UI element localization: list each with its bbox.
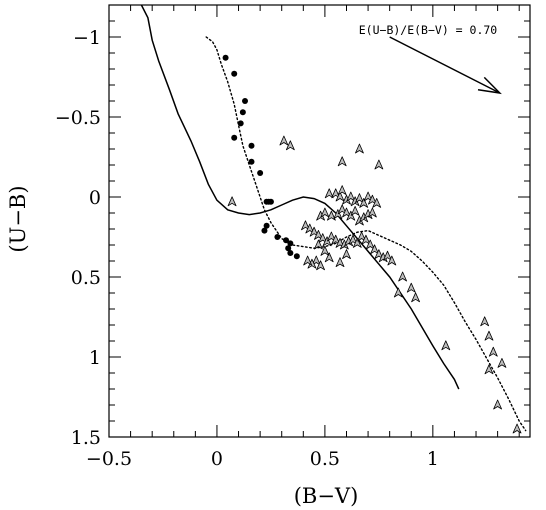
y-tick-label: 0.5 [71, 267, 101, 289]
x-tick-label: 0.5 [310, 448, 340, 470]
data-point-triangle [441, 340, 451, 351]
data-point-circle [285, 245, 292, 252]
data-point-triangle [355, 215, 364, 226]
data-point-triangle [346, 210, 356, 221]
data-point-triangle [337, 185, 347, 195]
data-point-circle [263, 222, 270, 229]
data-point-triangle [488, 346, 498, 357]
data-series [140, 4, 527, 434]
data-point-triangle [279, 135, 289, 146]
y-tick-label: 0 [89, 187, 101, 209]
plot-frame [108, 4, 531, 438]
data-point-circle [239, 109, 246, 116]
data-point-triangle [374, 159, 384, 170]
data-point-triangle [333, 209, 343, 219]
y-tick-label: −1 [73, 27, 101, 49]
data-point-triangle [359, 198, 369, 208]
data-point-triangle [411, 292, 420, 303]
dotted-sequence-line [205, 36, 527, 432]
data-point-triangle [337, 156, 347, 167]
data-point-circle [248, 158, 255, 165]
x-tick-label: 0 [211, 448, 223, 470]
axis-ticks [108, 5, 530, 438]
reddening-arrow-head [477, 76, 502, 95]
x-tick-label: −0.5 [86, 448, 132, 470]
y-tick-label: 1.5 [71, 427, 101, 449]
data-point-triangle [316, 260, 325, 271]
data-point-circle [287, 250, 294, 256]
data-point-triangle [372, 198, 382, 208]
y-tick-label: 1 [89, 347, 101, 369]
data-point-triangle [350, 196, 360, 207]
data-point-circle [248, 142, 255, 149]
data-point-triangle [359, 212, 369, 223]
data-point-triangle [307, 258, 317, 269]
data-point-triangle [480, 316, 490, 327]
data-point-circle [222, 54, 229, 61]
data-point-triangle [355, 143, 364, 154]
data-point-triangle [227, 196, 237, 207]
data-point-circle [261, 227, 268, 234]
data-point-triangle [406, 282, 416, 293]
data-point-triangle [484, 364, 494, 375]
data-point-triangle [342, 249, 351, 259]
data-point-triangle [339, 239, 349, 250]
data-point-triangle [352, 238, 362, 248]
data-point-triangle [512, 423, 522, 434]
data-point-triangle [493, 399, 503, 410]
data-point-triangle [335, 257, 345, 267]
data-point-triangle [387, 255, 397, 266]
data-point-triangle [355, 193, 364, 203]
solid-sequence-line [140, 4, 460, 390]
data-point-triangle [303, 255, 313, 266]
data-point-circle [257, 170, 264, 176]
data-point-triangle [367, 207, 377, 218]
data-point-triangle [320, 207, 330, 218]
x-tick-label: 1 [427, 448, 439, 470]
data-point-triangle [324, 252, 334, 263]
reddening-annotation: E(U−B)/E(B−V) = 0.70 [359, 23, 502, 95]
data-point-triangle [324, 188, 334, 199]
data-point-triangle [398, 271, 408, 282]
data-point-triangle [285, 140, 295, 151]
data-point-circle [267, 198, 274, 205]
data-point-triangle [320, 246, 330, 256]
data-point-triangle [383, 250, 392, 261]
data-point-triangle [361, 234, 371, 245]
data-point-triangle [365, 239, 375, 250]
data-point-triangle [346, 191, 356, 202]
data-point-triangle [335, 191, 345, 202]
data-point-triangle [350, 206, 360, 216]
data-point-triangle [484, 330, 494, 341]
plot-border [108, 4, 531, 438]
y-tick-label: −0.5 [55, 107, 101, 129]
data-point-circle [274, 234, 281, 240]
data-point-triangle [314, 239, 323, 250]
y-axis-title: (U−B) [6, 185, 30, 252]
tick-labels: −0.5 0 0.5 1 −1 −0.5 0 0.5 1 1.5 [55, 27, 439, 470]
data-point-triangle [393, 287, 403, 298]
data-point-circle [287, 240, 294, 247]
data-point-triangle [342, 194, 351, 205]
data-point-circle [231, 70, 238, 77]
data-point-circle [237, 120, 244, 127]
reddening-arrow-shaft [389, 36, 501, 94]
data-point-triangle [322, 236, 332, 247]
data-point-circle [283, 237, 290, 244]
data-point-circle [231, 134, 238, 141]
data-point-triangle [497, 358, 507, 368]
data-point-circle [293, 253, 300, 260]
reddening-vector-label: E(U−B)/E(B−V) = 0.70 [359, 23, 498, 37]
data-point-circle [242, 98, 249, 104]
x-axis-title: (B−V) [294, 484, 359, 508]
data-point-triangle [316, 210, 325, 221]
data-point-triangle [370, 244, 379, 255]
